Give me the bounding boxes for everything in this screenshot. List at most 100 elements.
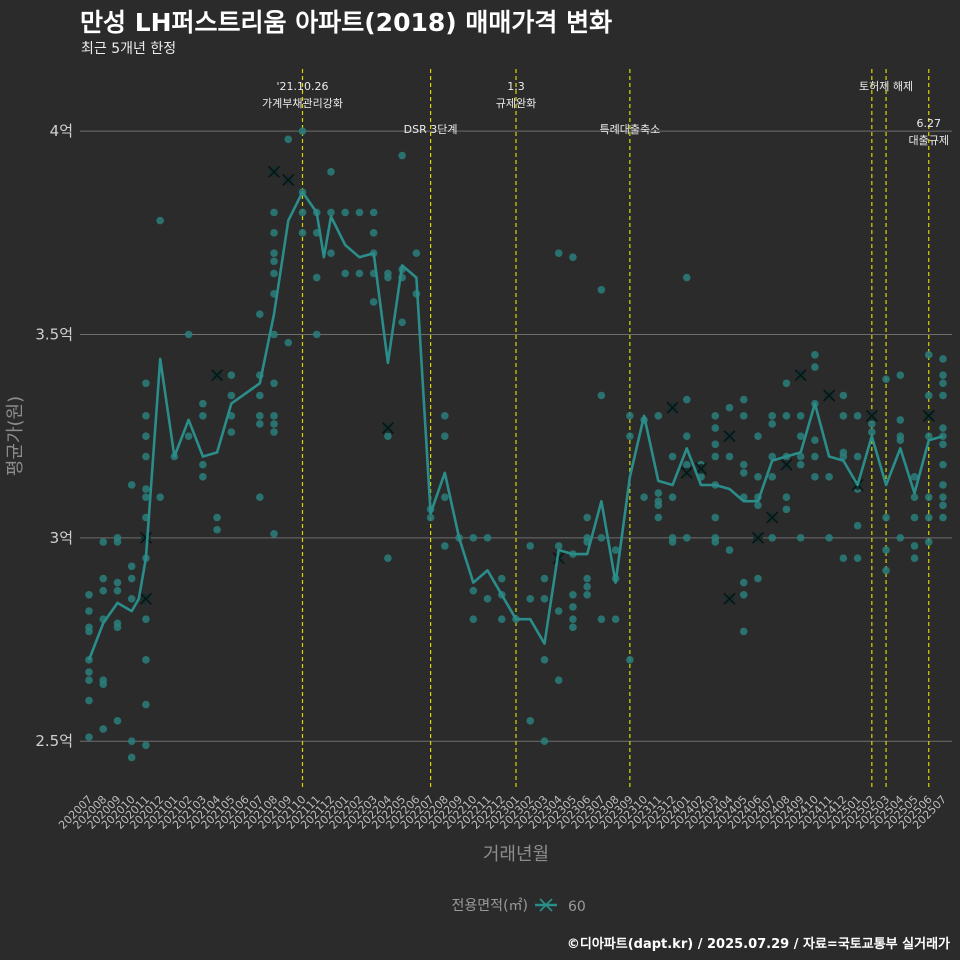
transaction-point <box>355 269 364 278</box>
transaction-point <box>939 379 947 388</box>
event-label: 1.3 <box>507 80 525 93</box>
transaction-point <box>754 432 762 440</box>
transaction-point <box>711 424 720 432</box>
event-label: 토허제 해제 <box>859 79 913 93</box>
transaction-point <box>868 420 876 428</box>
transaction-point <box>213 525 221 534</box>
transaction-point <box>896 436 905 445</box>
transaction-point <box>113 538 122 546</box>
transaction-point <box>355 208 364 217</box>
transaction-point <box>540 595 549 603</box>
transaction-point <box>312 273 321 282</box>
transaction-point <box>213 513 221 522</box>
transaction-point <box>939 371 947 379</box>
transaction-point <box>113 717 122 725</box>
transaction-point <box>184 330 193 339</box>
transaction-point <box>811 473 819 481</box>
transaction-point <box>369 298 378 306</box>
transaction-point <box>811 436 819 445</box>
transaction-point <box>369 229 378 237</box>
transaction-point <box>654 513 663 522</box>
transaction-point <box>939 460 947 469</box>
x-marker <box>694 462 708 475</box>
transaction-point <box>441 493 449 501</box>
legend-key-icon <box>535 898 557 912</box>
event-label: 특례대출축소 <box>599 123 660 136</box>
x-marker <box>139 592 152 605</box>
transaction-point <box>199 412 207 420</box>
transaction-point <box>839 391 848 400</box>
transaction-point <box>711 412 720 420</box>
transaction-point <box>569 623 577 632</box>
transaction-point <box>924 391 933 400</box>
transaction-point <box>85 668 93 676</box>
transaction-point <box>85 590 93 599</box>
x-marker <box>794 369 807 382</box>
x-marker <box>751 531 765 544</box>
transaction-point <box>227 371 236 379</box>
transaction-point <box>910 513 919 522</box>
series-line <box>87 190 944 661</box>
transaction-point <box>796 534 805 542</box>
transaction-point <box>839 452 848 461</box>
x-marker <box>780 458 793 471</box>
transaction-point <box>127 737 136 745</box>
transaction-point <box>611 615 620 623</box>
x-marker <box>865 409 878 422</box>
transaction-point <box>554 249 563 257</box>
transaction-point <box>924 432 933 440</box>
transaction-point <box>142 485 150 493</box>
transaction-point <box>526 542 535 550</box>
transaction-point <box>497 615 506 623</box>
transaction-point <box>739 460 748 469</box>
transaction-point <box>270 529 278 538</box>
chart-subtitle: 최근 5개년 한정 <box>81 41 177 57</box>
transaction-point <box>782 379 791 388</box>
transaction-point <box>782 505 791 514</box>
transaction-point <box>754 501 762 510</box>
transaction-point <box>711 538 720 546</box>
x-marker <box>282 173 295 187</box>
transaction-point <box>270 330 278 339</box>
transaction-point <box>127 562 136 571</box>
transaction-point <box>683 432 691 440</box>
transaction-point <box>384 273 392 282</box>
series-60 <box>87 190 944 661</box>
transaction-point <box>853 554 862 562</box>
y-tick-label: 3.5억 <box>35 325 73 343</box>
x-marker <box>267 165 281 178</box>
x-marker <box>723 592 736 605</box>
legend: 전용면적(㎡) 60 <box>452 898 586 915</box>
transaction-point <box>683 273 691 282</box>
transaction-point <box>270 379 278 388</box>
transaction-point <box>924 513 933 522</box>
transaction-point <box>754 473 762 481</box>
transaction-point <box>127 481 136 489</box>
transaction-point <box>227 391 236 400</box>
transaction-point <box>85 676 93 684</box>
transaction-point <box>99 586 108 595</box>
transaction-point <box>384 554 392 562</box>
transaction-point <box>327 249 335 257</box>
transaction-point <box>754 574 762 583</box>
transaction-point <box>739 412 748 420</box>
transaction-point <box>142 452 150 461</box>
transaction-point <box>910 473 919 481</box>
x-marker <box>766 511 779 524</box>
transaction-point <box>882 513 890 522</box>
transaction-point <box>85 696 93 705</box>
transaction-point <box>668 493 677 501</box>
transaction-point <box>668 452 677 461</box>
transaction-point <box>796 432 805 440</box>
transaction-point <box>99 680 108 689</box>
transaction-point <box>654 501 663 510</box>
transaction-point <box>142 615 150 623</box>
transaction-point <box>839 554 848 562</box>
x-marker <box>211 369 224 382</box>
transaction-point <box>640 493 648 501</box>
transaction-point <box>441 412 449 420</box>
transaction-point <box>711 452 720 461</box>
transaction-point <box>469 586 478 595</box>
